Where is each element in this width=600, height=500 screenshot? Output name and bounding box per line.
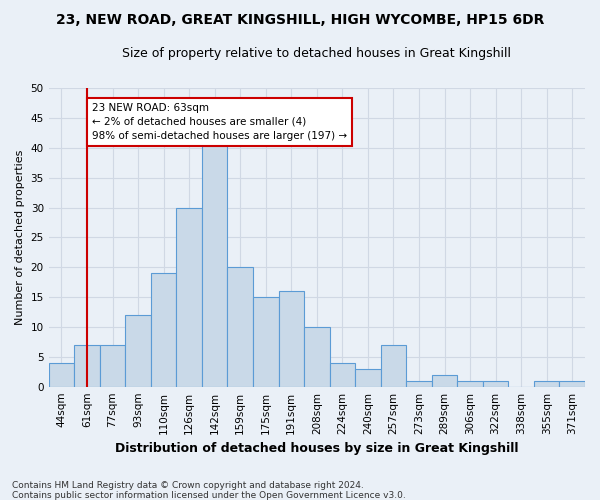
Bar (380, 345, 406, 387)
Bar (355, 369, 380, 386)
Y-axis label: Number of detached properties: Number of detached properties (15, 150, 25, 325)
Text: Contains HM Land Registry data © Crown copyright and database right 2024.: Contains HM Land Registry data © Crown c… (12, 481, 364, 490)
Bar (151, 273, 176, 386)
Bar (559, 380, 585, 386)
Text: 23 NEW ROAD: 63sqm
← 2% of detached houses are smaller (4)
98% of semi-detached : 23 NEW ROAD: 63sqm ← 2% of detached hous… (92, 103, 347, 141)
Bar (278, 291, 304, 386)
Bar (534, 380, 559, 386)
X-axis label: Distribution of detached houses by size in Great Kingshill: Distribution of detached houses by size … (115, 442, 518, 455)
Text: 23, NEW ROAD, GREAT KINGSHILL, HIGH WYCOMBE, HP15 6DR: 23, NEW ROAD, GREAT KINGSHILL, HIGH WYCO… (56, 12, 544, 26)
Bar (457, 380, 483, 386)
Bar (49, 363, 74, 386)
Bar (406, 380, 432, 386)
Bar (74, 345, 100, 387)
Bar (329, 363, 355, 386)
Bar (125, 315, 151, 386)
Bar (253, 297, 278, 386)
Title: Size of property relative to detached houses in Great Kingshill: Size of property relative to detached ho… (122, 48, 511, 60)
Text: Contains public sector information licensed under the Open Government Licence v3: Contains public sector information licen… (12, 491, 406, 500)
Bar (176, 208, 202, 386)
Bar (227, 267, 253, 386)
Bar (304, 327, 329, 386)
Bar (100, 345, 125, 387)
Bar (202, 136, 227, 386)
Bar (432, 374, 457, 386)
Bar (483, 380, 508, 386)
